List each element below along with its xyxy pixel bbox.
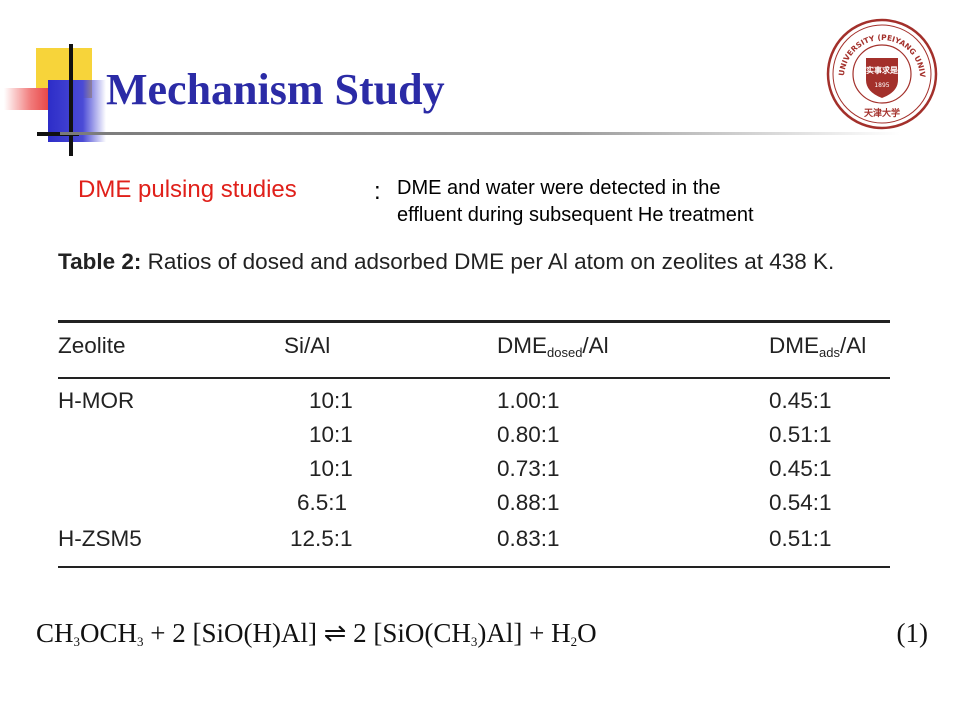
seal-chinese-text: 天津大学 — [864, 107, 900, 119]
eq-part-1: CH — [36, 618, 74, 648]
eq-sub-3: 3 — [470, 634, 478, 649]
row-4-dme-dosed: 0.88:1 — [497, 490, 560, 515]
row-3-dme-ads: 0.45:1 — [769, 456, 832, 481]
eq-sub-1: 3 — [73, 634, 81, 649]
row-3-dme-dosed: 0.73:1 — [497, 456, 560, 481]
section-subtitle: DME pulsing studies — [78, 176, 297, 203]
eq-part-5: )Al] + H — [477, 618, 571, 648]
header-dme-dosed-suffix: /Al — [582, 333, 609, 358]
equilibrium-arrow: ⇌ — [323, 618, 347, 648]
seal-year: 1895 — [874, 82, 889, 89]
header-dme-dosed-subscript: dosed — [547, 345, 583, 360]
row-1-zeolite: H-MOR — [58, 388, 135, 413]
equation-number: (1) — [896, 618, 928, 648]
detection-note: DME and water were detected in the efflu… — [397, 175, 754, 229]
header-dme-ads-prefix: DME — [769, 333, 819, 358]
eq-sub-4: 2 — [570, 634, 578, 649]
slide-title: Mechanism Study — [106, 65, 445, 114]
row-1-dme-ads: 0.45:1 — [769, 388, 832, 413]
table-bottom-rule — [58, 566, 890, 568]
row-5-dme-dosed: 0.83:1 — [497, 526, 560, 551]
header-zeolite: Zeolite — [58, 333, 126, 358]
header-dme-dosed: DMEdosed/Al — [497, 333, 609, 360]
row-3-si-al: 10:1 — [309, 456, 353, 481]
table-header-rule — [58, 377, 890, 379]
eq-part-4: 2 [SiO(CH — [346, 618, 471, 648]
row-2-dme-dosed: 0.80:1 — [497, 422, 560, 447]
table-top-rule — [58, 320, 890, 323]
row-2-dme-ads: 0.51:1 — [769, 422, 832, 447]
header-dme-ads-subscript: ads — [819, 345, 840, 360]
reaction-equation: CH3OCH3 + 2 [SiO(H)Al] ⇌ 2 [SiO(CH3)Al] … — [36, 618, 928, 650]
eq-part-3: + 2 [SiO(H)Al] — [143, 618, 324, 648]
note-line-2: effluent during subsequent He treatment — [397, 204, 754, 226]
eq-sub-2: 3 — [137, 634, 144, 649]
header-dme-ads: DMEads/Al — [769, 333, 866, 360]
row-4-si-al: 6.5:1 — [297, 490, 348, 515]
row-5-si-al: 12.5:1 — [290, 526, 353, 551]
note-line-1: DME and water were detected in the — [397, 177, 721, 199]
decor-vertical-line — [69, 44, 73, 156]
decor-horizontal-line — [37, 132, 79, 136]
eq-part-6: O — [577, 618, 597, 648]
eq-part-2: OCH — [80, 618, 138, 648]
row-5-zeolite: H-ZSM5 — [58, 526, 142, 551]
table-caption-text: Ratios of dosed and adsorbed DME per Al … — [147, 249, 835, 274]
subtitle-colon: : — [374, 178, 381, 205]
row-5-dme-ads: 0.51:1 — [769, 526, 832, 551]
row-1-si-al: 10:1 — [309, 388, 353, 413]
table-caption-label: Table 2: — [58, 249, 142, 274]
header-si-al: Si/Al — [284, 333, 331, 358]
table-caption: Table 2: Ratios of dosed and adsorbed DM… — [58, 245, 898, 279]
row-2-si-al: 10:1 — [309, 422, 353, 447]
title-underline — [60, 132, 900, 135]
header-dme-ads-suffix: /Al — [839, 333, 867, 358]
header-dme-dosed-prefix: DME — [497, 333, 547, 358]
seal-shield-text: 实事求是 — [866, 65, 898, 75]
university-seal-logo: TIANJIN UNIVERSITY (PEIYANG UNIVERSITY) … — [826, 18, 938, 130]
row-1-dme-dosed: 1.00:1 — [497, 388, 560, 413]
decor-blue-square — [48, 80, 106, 142]
row-4-dme-ads: 0.54:1 — [769, 490, 832, 515]
